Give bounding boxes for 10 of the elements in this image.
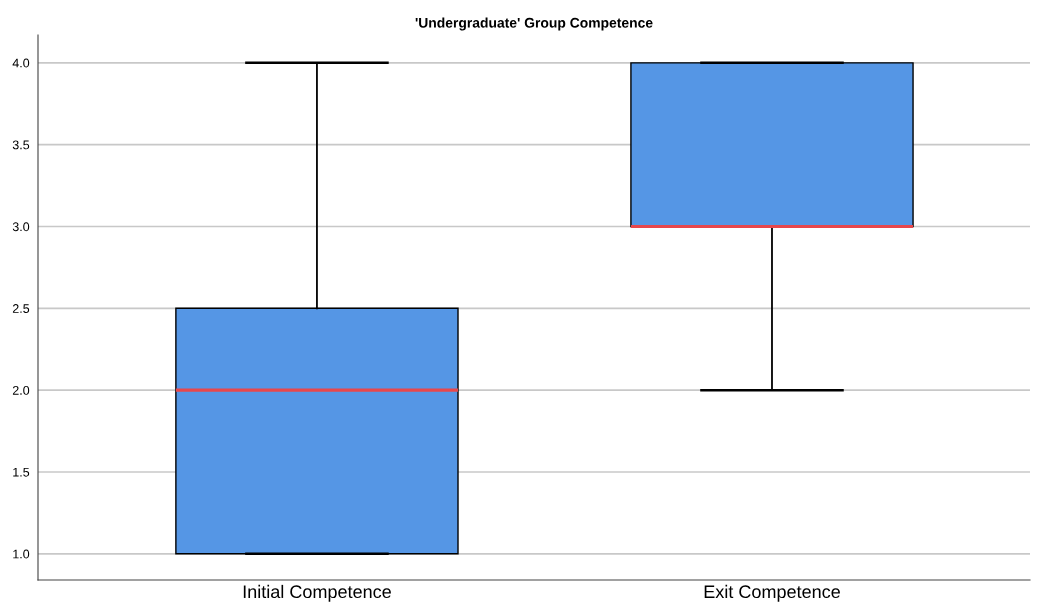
y-tick-label: 2.5 — [12, 304, 30, 313]
chart-title: 'Undergraduate' Group Competence — [415, 17, 653, 31]
y-tick-label: 1.5 — [13, 467, 30, 477]
x-tick-label: Initial Competence — [243, 584, 391, 602]
y-tick-label: 3.5 — [12, 140, 30, 150]
y-tick-label: 2.0 — [12, 385, 30, 395]
y-tick-label: 3.0 — [12, 222, 30, 232]
x-tick-label: Exit Competence — [704, 584, 840, 602]
y-tick-label: 4.0 — [12, 58, 30, 68]
y-tick-label: 1.0 — [13, 549, 30, 559]
